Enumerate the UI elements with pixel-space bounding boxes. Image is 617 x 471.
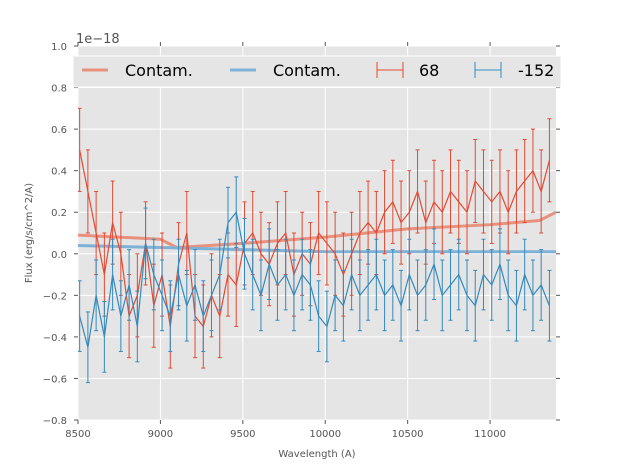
legend-errorbar-icon-152 bbox=[474, 62, 502, 78]
y-tick-label: 0.6 bbox=[51, 125, 67, 136]
y-tick-label: 1.0 bbox=[51, 42, 67, 53]
legend-label-contam-blue: Contam. bbox=[273, 61, 341, 80]
x-tick-label: 9500 bbox=[230, 429, 255, 440]
y-tick-label: 0.8 bbox=[51, 84, 67, 95]
y-axis-label: Flux (erg/s/cm^2/A) bbox=[24, 183, 35, 283]
grid bbox=[77, 45, 556, 421]
legend-errorbar-icon-68 bbox=[376, 62, 404, 78]
series-line bbox=[79, 149, 550, 328]
legend-box bbox=[72, 55, 562, 88]
y-tick-label: 0.0 bbox=[51, 250, 67, 261]
legend-label-68: 68 bbox=[419, 61, 439, 80]
series-line bbox=[79, 210, 550, 348]
y-tick-label: 0.2 bbox=[51, 208, 67, 219]
x-tick-label: 10000 bbox=[309, 429, 341, 440]
x-tick-label: 8500 bbox=[65, 429, 90, 440]
x-tick-label: 9000 bbox=[148, 429, 173, 440]
y-tick-label: −0.8 bbox=[43, 416, 67, 427]
legend: Contam. Contam. 68 -152 bbox=[72, 55, 562, 88]
x-tick-label: 10500 bbox=[392, 429, 424, 440]
x-axis-label: Wavelength (A) bbox=[278, 449, 355, 460]
plot-background bbox=[78, 46, 556, 420]
ticks: 8500 9000 9500 10000 10500 11000 −0.8 −0.6 −0.4 −… bbox=[43, 42, 560, 440]
legend-label-contam-red: Contam. bbox=[125, 61, 193, 80]
legend-label-minus-152: -152 bbox=[518, 61, 554, 80]
y-tick-label: 0.4 bbox=[51, 167, 67, 178]
contam-line-0 bbox=[78, 210, 556, 250]
y-tick-label: −0.2 bbox=[43, 291, 67, 302]
y-offset-label: 1e−18 bbox=[76, 32, 120, 47]
series--152 bbox=[78, 176, 552, 384]
y-tick-label: −0.4 bbox=[43, 333, 67, 344]
x-tick-label: 11000 bbox=[474, 429, 506, 440]
y-tick-label: −0.6 bbox=[43, 374, 67, 385]
data-marks bbox=[78, 107, 556, 384]
